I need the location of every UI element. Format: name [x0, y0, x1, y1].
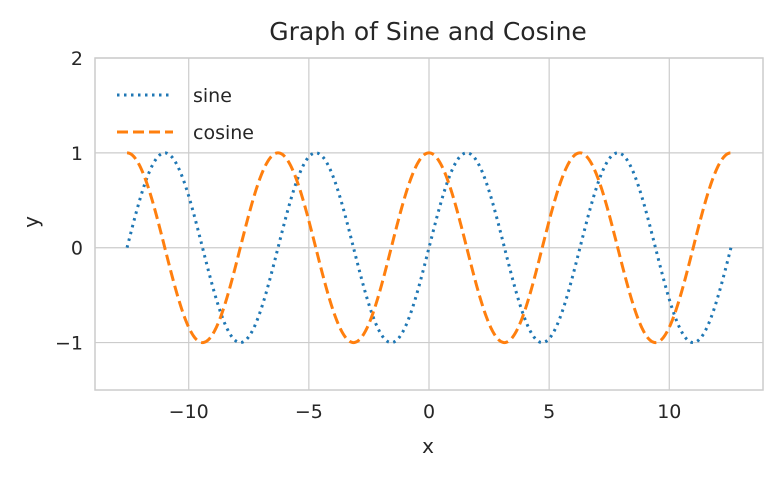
x-tick-label: 10: [657, 401, 681, 423]
series-layer: [125, 151, 733, 345]
series-line-sine: [125, 151, 733, 345]
legend-label-cosine: cosine: [193, 122, 254, 144]
y-tick-label: −1: [55, 333, 83, 355]
legend: sine cosine: [117, 85, 254, 144]
series-line-cosine: [126, 151, 732, 345]
x-axis-label: x: [422, 434, 434, 458]
y-axis-label: y: [19, 216, 43, 228]
y-tick-label: 2: [71, 48, 83, 70]
plot-frame: [94, 57, 764, 391]
x-tick-label: 5: [543, 401, 555, 423]
y-tick-label: 1: [71, 143, 83, 165]
x-tick-label: −10: [169, 401, 209, 423]
chart-title: Graph of Sine and Cosine: [269, 17, 587, 46]
x-tick-label: 0: [423, 401, 435, 423]
x-tick-label: −5: [295, 401, 323, 423]
legend-label-sine: sine: [193, 85, 232, 107]
y-tick-label: 0: [71, 238, 83, 260]
